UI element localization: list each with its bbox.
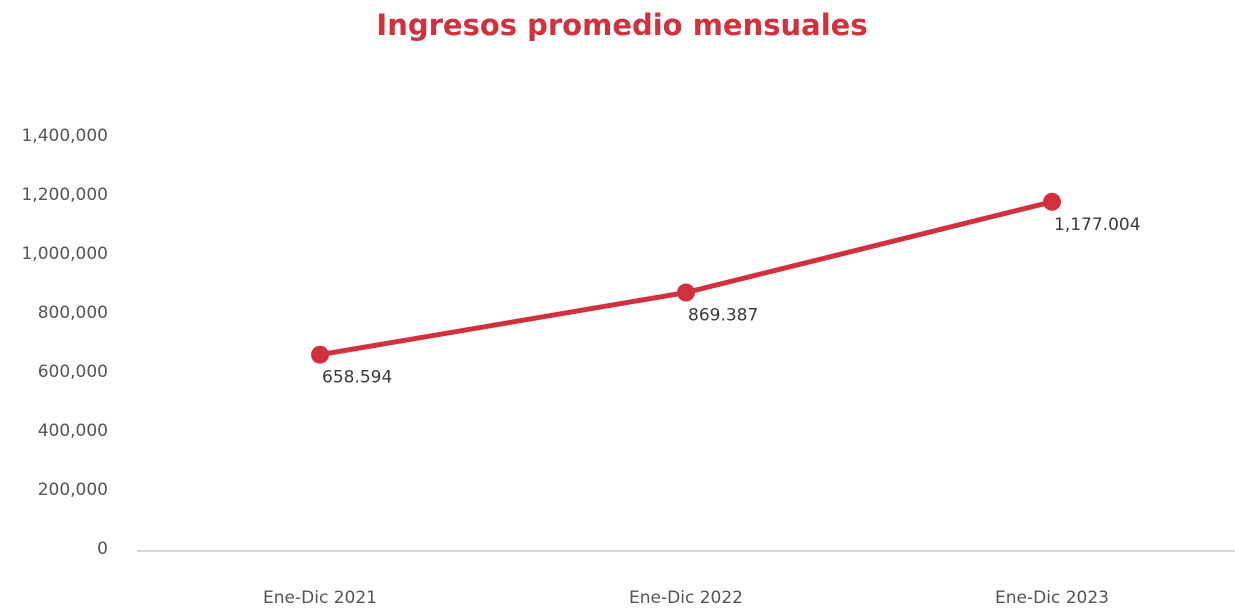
point [1043, 192, 1061, 211]
y-tick-label: 1,000,000 [21, 244, 108, 264]
data-label: 869.387 [688, 306, 758, 326]
x-tick-label: Ene-Dic 2021 [263, 588, 377, 608]
y-tick-label: 1,400,000 [21, 126, 108, 146]
y-tick-label: 1,200,000 [21, 185, 108, 205]
data-label: 658.594 [322, 368, 392, 388]
y-tick-label: 0 [97, 539, 108, 559]
y-tick-label: 400,000 [38, 421, 108, 441]
data-label: 1,177.004 [1054, 215, 1141, 235]
x-tick-label: Ene-Dic 2023 [995, 588, 1109, 608]
y-tick-label: 600,000 [38, 362, 108, 382]
chart-title: Ingresos promedio mensuales [376, 8, 867, 42]
point [311, 345, 329, 364]
point [677, 283, 695, 302]
x-tick-label: Ene-Dic 2022 [629, 588, 743, 608]
series-line [319, 199, 1053, 358]
y-tick-label: 800,000 [38, 303, 108, 323]
y-tick-label: 200,000 [38, 480, 108, 500]
